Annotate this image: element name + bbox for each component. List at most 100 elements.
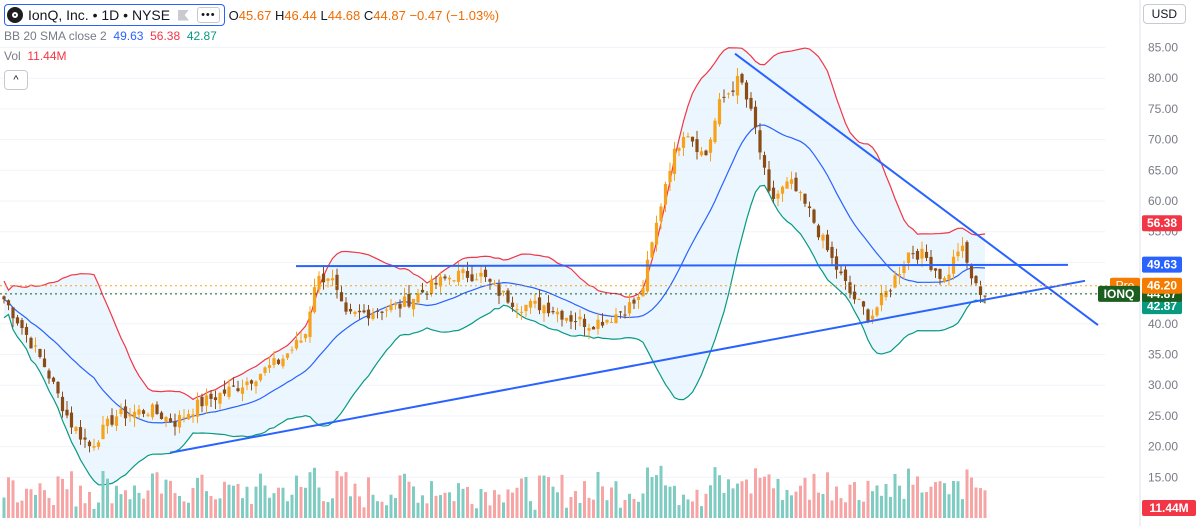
currency-selector[interactable]: USD bbox=[1142, 4, 1186, 24]
volume-bar bbox=[569, 497, 573, 518]
volume-bar bbox=[902, 498, 906, 518]
candle bbox=[443, 276, 447, 279]
descending-trendline bbox=[734, 52, 1099, 326]
candle bbox=[132, 411, 137, 418]
volume-bar bbox=[497, 494, 501, 518]
candle bbox=[461, 269, 465, 274]
volume-bar bbox=[880, 495, 883, 518]
volume-bar bbox=[146, 490, 150, 518]
candle bbox=[114, 416, 119, 426]
volume-bar bbox=[362, 507, 366, 518]
candle bbox=[609, 322, 614, 324]
volume-bar bbox=[835, 486, 838, 518]
volume-bar bbox=[713, 467, 717, 518]
volume-bar bbox=[466, 486, 469, 518]
volume-bar bbox=[488, 505, 492, 518]
volume-bar bbox=[650, 477, 654, 518]
candle bbox=[24, 327, 29, 335]
candle bbox=[708, 139, 713, 153]
y-tick-label: 80.00 bbox=[1148, 71, 1178, 85]
candle bbox=[902, 265, 906, 274]
volume-bar bbox=[416, 502, 420, 518]
volume-bar bbox=[124, 490, 127, 518]
candle bbox=[222, 389, 227, 394]
volume-bar bbox=[380, 501, 384, 518]
candle bbox=[735, 75, 740, 96]
candle bbox=[344, 302, 348, 312]
candle bbox=[843, 269, 848, 281]
volume-bar bbox=[25, 488, 28, 518]
symbol-search[interactable]: IonQ, Inc. • 1D • NYSE ••• bbox=[4, 4, 225, 26]
candle bbox=[767, 169, 771, 191]
candle bbox=[834, 256, 839, 270]
volume-bar bbox=[412, 486, 415, 518]
volume-bar bbox=[151, 473, 154, 518]
y-tick-label: 75.00 bbox=[1148, 102, 1178, 116]
collapse-legend-button[interactable]: ^ bbox=[4, 70, 28, 90]
volume-bar bbox=[232, 485, 235, 518]
more-icon[interactable]: ••• bbox=[197, 7, 220, 23]
volume-bar bbox=[610, 487, 613, 518]
volume-bar bbox=[574, 491, 577, 518]
trend-lines bbox=[0, 52, 1140, 454]
candle bbox=[159, 412, 164, 420]
volume-bar bbox=[169, 480, 172, 518]
volume-bar bbox=[947, 494, 951, 518]
volume-bar bbox=[916, 476, 919, 518]
volume-bar bbox=[236, 483, 240, 518]
candle bbox=[141, 410, 146, 414]
volume-bar bbox=[601, 486, 604, 518]
volume-bar bbox=[443, 492, 447, 518]
volume-bar bbox=[520, 478, 523, 518]
candle bbox=[74, 427, 78, 432]
candle bbox=[249, 380, 254, 384]
volume-bar bbox=[718, 475, 721, 518]
volume-bar bbox=[538, 475, 541, 518]
candle bbox=[195, 399, 200, 417]
candle bbox=[983, 295, 987, 297]
candle bbox=[650, 242, 654, 258]
volume-bar bbox=[88, 491, 91, 518]
candle bbox=[213, 397, 218, 401]
candle bbox=[218, 393, 222, 404]
volume-legend[interactable]: Vol 11.44M bbox=[4, 49, 67, 63]
volume-bar bbox=[101, 471, 105, 518]
upper-badge: 56.38 bbox=[1147, 216, 1177, 230]
candle bbox=[663, 184, 668, 205]
candle bbox=[731, 90, 735, 92]
bb-legend[interactable]: BB 20 SMA close 2 49.63 56.38 42.87 bbox=[4, 29, 217, 43]
candle bbox=[470, 274, 474, 282]
volume-bar bbox=[632, 498, 636, 518]
volume-bar bbox=[614, 481, 618, 518]
volume-bar bbox=[970, 477, 973, 518]
volume-bar bbox=[844, 502, 847, 518]
y-tick-label: 20.00 bbox=[1148, 440, 1178, 454]
candle bbox=[38, 348, 42, 357]
volume-bar bbox=[578, 502, 582, 518]
volume-bar bbox=[862, 501, 865, 518]
volume-bar bbox=[511, 492, 514, 518]
candle bbox=[744, 82, 749, 100]
volume-bar bbox=[128, 499, 132, 518]
volume-bar bbox=[97, 502, 100, 518]
candle bbox=[452, 280, 456, 282]
volume-bar bbox=[142, 498, 145, 518]
candle bbox=[276, 359, 281, 364]
volume-bar bbox=[974, 487, 978, 518]
volume-bar bbox=[209, 495, 213, 518]
candle bbox=[501, 290, 506, 293]
candle bbox=[848, 282, 852, 294]
lower-badge: 42.87 bbox=[1147, 299, 1177, 313]
volume-bar bbox=[322, 501, 325, 518]
volume-bar bbox=[457, 483, 460, 518]
candle bbox=[186, 414, 191, 420]
candle bbox=[492, 283, 497, 285]
volume-bar bbox=[281, 487, 285, 518]
candle bbox=[528, 300, 533, 308]
candle bbox=[726, 93, 731, 95]
volume-bar bbox=[785, 489, 789, 518]
volume-bar bbox=[430, 481, 433, 518]
flag-icon[interactable] bbox=[178, 9, 190, 21]
candle bbox=[96, 442, 101, 447]
